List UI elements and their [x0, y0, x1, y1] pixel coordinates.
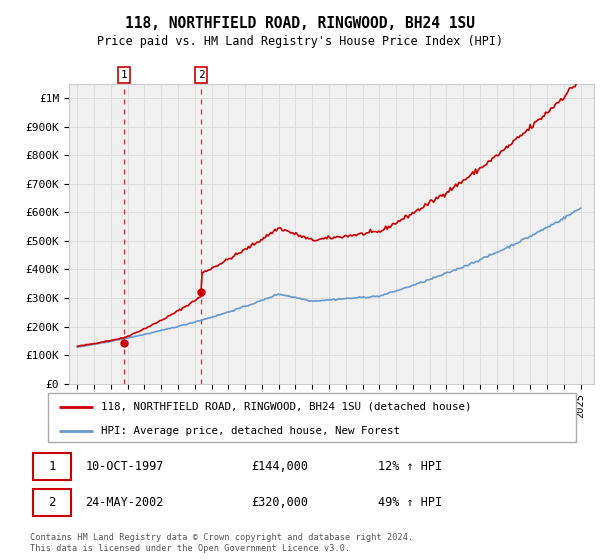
Text: 24-MAY-2002: 24-MAY-2002	[85, 496, 164, 509]
FancyBboxPatch shape	[48, 393, 576, 442]
Text: 49% ↑ HPI: 49% ↑ HPI	[378, 496, 442, 509]
Text: 1: 1	[121, 70, 127, 80]
Text: Price paid vs. HM Land Registry's House Price Index (HPI): Price paid vs. HM Land Registry's House …	[97, 35, 503, 48]
FancyBboxPatch shape	[33, 489, 71, 516]
Text: 12% ↑ HPI: 12% ↑ HPI	[378, 460, 442, 473]
Text: 118, NORTHFIELD ROAD, RINGWOOD, BH24 1SU: 118, NORTHFIELD ROAD, RINGWOOD, BH24 1SU	[125, 16, 475, 31]
Text: £144,000: £144,000	[251, 460, 308, 473]
Text: 2: 2	[49, 496, 56, 509]
Text: Contains HM Land Registry data © Crown copyright and database right 2024.
This d: Contains HM Land Registry data © Crown c…	[30, 533, 413, 553]
Text: 2: 2	[198, 70, 205, 80]
Text: £320,000: £320,000	[251, 496, 308, 509]
Text: 10-OCT-1997: 10-OCT-1997	[85, 460, 164, 473]
Text: 1: 1	[49, 460, 56, 473]
FancyBboxPatch shape	[33, 452, 71, 480]
Text: HPI: Average price, detached house, New Forest: HPI: Average price, detached house, New …	[101, 426, 400, 436]
Text: 118, NORTHFIELD ROAD, RINGWOOD, BH24 1SU (detached house): 118, NORTHFIELD ROAD, RINGWOOD, BH24 1SU…	[101, 402, 472, 412]
